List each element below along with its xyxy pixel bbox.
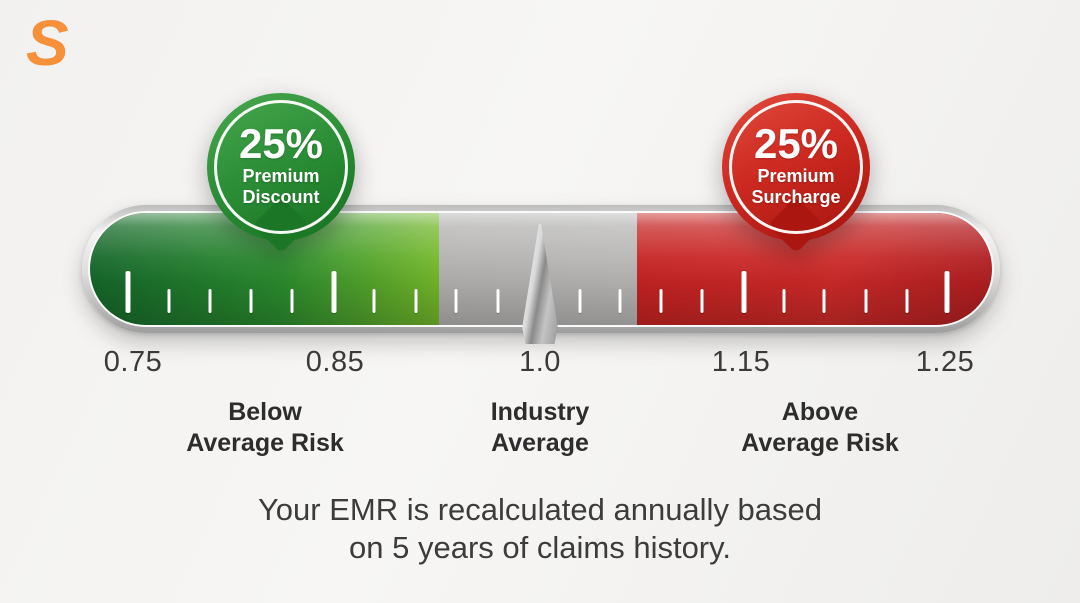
scale-label-1.15: 1.15 xyxy=(711,346,771,378)
surcharge-value: 25% xyxy=(753,120,839,167)
minor-tick xyxy=(700,289,704,313)
discount-value: 25% xyxy=(238,120,324,167)
scale-label-1.25: 1.25 xyxy=(915,346,975,378)
minor-tick xyxy=(782,289,786,313)
below-average-risk-label: Below Average Risk xyxy=(186,397,344,459)
surcharge-label-line2: Surcharge xyxy=(751,187,841,207)
zone-label-line: Average Risk xyxy=(186,429,344,457)
major-tick xyxy=(944,271,950,313)
major-tick xyxy=(125,271,131,313)
minor-tick xyxy=(249,289,253,313)
minor-tick xyxy=(578,289,582,313)
scale-label-1.0: 1.0 xyxy=(519,346,561,378)
scale-label-0.85: 0.85 xyxy=(305,346,365,378)
premium-discount-marker: 25% Premium Discount xyxy=(207,93,355,254)
brand-logo: S xyxy=(26,7,69,79)
minor-tick xyxy=(618,289,622,313)
minor-tick xyxy=(167,289,171,313)
scale-label-0.75: 0.75 xyxy=(103,346,163,378)
caption-line1: Your EMR is recalculated annually based xyxy=(257,492,823,527)
zone-label-line: Above xyxy=(781,398,859,426)
premium-surcharge-marker: 25% Premium Surcharge xyxy=(722,93,870,254)
discount-label-line1: Premium xyxy=(242,166,320,186)
caption-line2: on 5 years of claims history. xyxy=(349,530,731,565)
minor-tick xyxy=(822,289,826,313)
zone-label-line: Below xyxy=(228,398,302,426)
zone-label-line: Average Risk xyxy=(741,429,899,457)
minor-tick xyxy=(659,289,663,313)
emr-caption: Your EMR is recalculated annually based … xyxy=(0,491,1080,567)
minor-tick xyxy=(905,289,909,313)
discount-label-line2: Discount xyxy=(242,187,320,207)
major-tick xyxy=(331,271,337,313)
zone-label-line: Industry xyxy=(490,398,590,426)
zone-label-line: Average xyxy=(491,429,589,457)
tick-marks xyxy=(90,213,992,325)
minor-tick xyxy=(208,289,212,313)
minor-tick xyxy=(864,289,868,313)
major-tick xyxy=(741,271,747,313)
industry-average-label: Industry Average xyxy=(491,397,590,459)
surcharge-label-line1: Premium xyxy=(757,166,835,186)
minor-tick xyxy=(372,289,376,313)
minor-tick xyxy=(414,289,418,313)
minor-tick xyxy=(496,289,500,313)
minor-tick xyxy=(290,289,294,313)
above-average-risk-label: Above Average Risk xyxy=(741,397,899,459)
minor-tick xyxy=(454,289,458,313)
